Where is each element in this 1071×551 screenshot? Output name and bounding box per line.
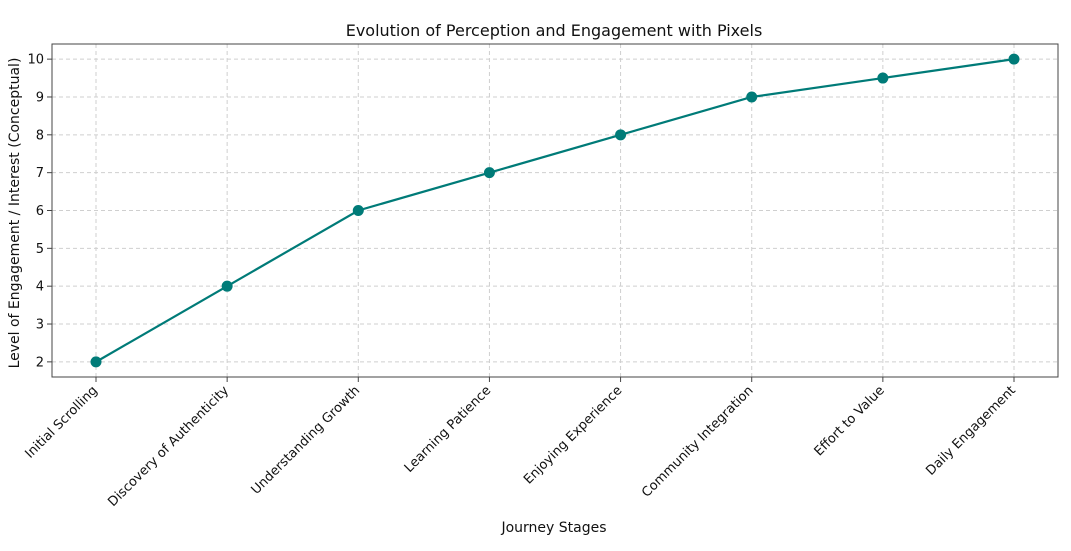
data-point-marker — [352, 205, 364, 216]
data-point-marker — [483, 167, 495, 179]
data-point-marker — [221, 280, 233, 292]
x-tick-label: Learning Patience — [402, 383, 495, 476]
x-tick-label: Discovery of Authenticity — [105, 383, 232, 510]
plot-area-frame — [51, 43, 1059, 378]
y-tick-label: 3 — [36, 318, 44, 333]
y-tick-labels: 2 3 4 5 6 7 8 9 10 — [27, 53, 44, 371]
series-layer — [90, 53, 1020, 368]
data-point-marker — [90, 356, 102, 368]
data-point-marker — [746, 91, 758, 103]
data-point-marker — [615, 129, 627, 141]
x-tick-label: Community Integration — [639, 383, 756, 500]
data-point-marker — [1008, 53, 1020, 65]
x-tick-label: Effort to Value — [812, 383, 888, 459]
axis-ticks — [47, 58, 1015, 382]
y-tick-label: 6 — [36, 204, 44, 219]
chart-title: Evolution of Perception and Engagement w… — [346, 21, 763, 40]
x-tick-label: Daily Engagement — [923, 383, 1018, 478]
y-tick-label: 10 — [27, 53, 44, 68]
y-tick-label: 5 — [36, 242, 44, 257]
y-tick-label: 7 — [36, 166, 44, 181]
x-tick-label: Understanding Growth — [249, 383, 364, 498]
y-axis-label: Level of Engagement / Interest (Conceptu… — [7, 58, 23, 369]
series-line — [95, 58, 1015, 363]
x-axis-label: Journey Stages — [500, 520, 606, 536]
y-tick-label: 9 — [36, 90, 44, 105]
x-tick-labels: Initial Scrolling Discovery of Authentici… — [22, 383, 1018, 510]
y-tick-label: 4 — [36, 280, 44, 295]
x-tick-label: Enjoying Experience — [521, 383, 625, 487]
y-tick-label: 2 — [36, 355, 44, 370]
y-tick-label: 8 — [36, 128, 44, 143]
grid — [52, 44, 1058, 377]
x-tick-label: Initial Scrolling — [22, 383, 100, 461]
data-point-marker — [877, 72, 889, 84]
